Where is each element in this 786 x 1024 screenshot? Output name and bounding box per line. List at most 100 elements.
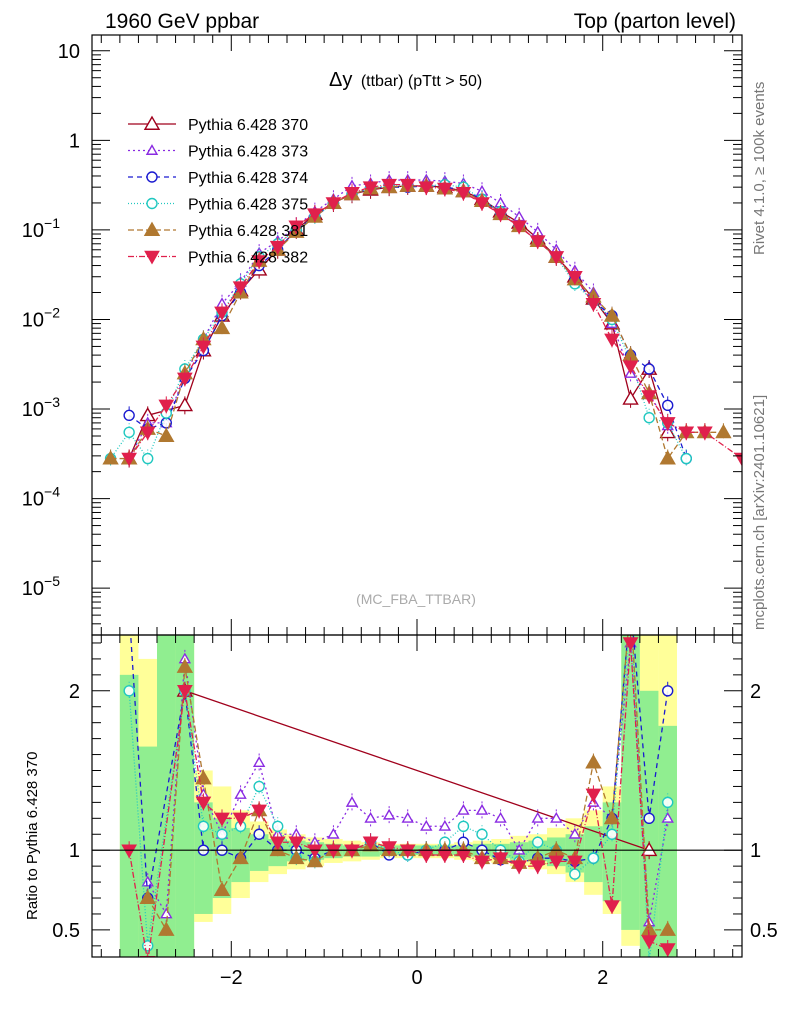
data-point-s373 [494,811,507,823]
series-s370 [120,176,676,468]
data-point-s382 [455,186,472,201]
ratio-y-tick-label-right: 1 [750,840,761,862]
mcplots-site-label: mcplots.cern.ch [arXiv:2401.10621] [751,395,768,630]
series-line-s381 [110,185,724,461]
rivet-version-label: Rivet 4.1.0, ≥ 100k events [751,82,768,255]
legend-label-s370: Pythia 6.428 370 [188,117,308,134]
analysis-watermark: (MC_FBA_TTBAR) [356,591,476,607]
legend-entry-s375: Pythia 6.428 375 [128,197,308,214]
data-point-s373 [364,811,377,823]
data-point-s382 [121,452,138,467]
legend-label-s382: Pythia 6.428 382 [188,250,308,267]
data-point-s375 [643,412,655,424]
data-point-s375 [587,852,600,864]
data-point-s381 [213,319,231,335]
data-point-s381 [102,450,119,465]
data-point-s381 [306,852,324,868]
data-point-s381 [232,849,249,865]
data-point-s382 [641,935,658,950]
band-green-bin [119,674,139,957]
data-point-s382 [195,340,212,355]
data-point-s382 [659,943,676,957]
data-point-s382 [474,855,490,870]
series-s381 [102,176,732,468]
data-point-s382 [529,235,546,250]
data-point-s382 [492,208,509,223]
band-green-bin [658,725,677,957]
data-point-s382 [121,844,138,859]
data-point-s375 [253,780,265,793]
series-line-s382 [128,184,742,460]
series-line-s370 [184,690,650,851]
y-tick-label: 10−2 [22,304,60,331]
legend-marker-s370 [143,115,161,130]
data-point-s375 [626,606,636,616]
band-green-bin [249,834,269,871]
legend-entry-s381: Pythia 6.428 381 [128,221,308,240]
data-point-s373 [327,827,340,839]
data-point-s382 [381,178,398,193]
data-point-s374 [662,399,674,412]
y-tick-label: 10−4 [22,484,60,511]
ratio-y-tick-label: 1 [69,840,80,862]
data-point-s370 [176,396,194,412]
data-point-s373 [568,827,582,839]
data-point-s382 [176,372,193,387]
data-point-s382 [251,804,268,819]
y-tick-label: 10−1 [22,215,60,242]
data-point-s382 [269,240,286,255]
data-point-s373 [531,811,544,823]
data-point-s382 [659,417,676,431]
data-point-s382 [418,181,435,196]
data-point-s381 [213,881,231,896]
plot-title: Δy (ttbar) (pTtt > 50) [329,69,482,91]
plot-title-sub: (ttbar) (pTtt > 50) [361,73,482,90]
band-green-bin [194,802,213,914]
data-point-s382 [474,197,490,211]
data-point-s381 [659,450,676,465]
data-point-s382 [251,255,268,269]
header-left-title: 1960 GeV ppbar [105,10,259,33]
data-point-s382 [511,220,528,235]
series-line-s373 [128,179,669,459]
data-point-s382 [622,637,639,651]
main-panel-series [102,171,742,468]
data-point-s382 [269,836,286,851]
data-point-s382 [399,178,416,193]
series-s375 [104,175,692,468]
data-point-s381 [603,809,621,825]
data-point-s375 [646,956,653,957]
data-point-s382 [641,390,658,404]
series-s373 [122,171,674,468]
data-point-s373 [401,811,414,823]
legend-marker-s375 [146,197,158,210]
data-point-s382 [622,360,639,375]
data-point-s374 [643,812,655,825]
data-point-s382 [548,855,565,870]
data-point-s381 [603,307,621,322]
data-point-s374 [626,598,636,608]
band-green-bin [621,635,640,930]
data-point-s382 [344,844,360,859]
axes: 10 1 10−1 10−2 10−3 10−4 10−5 2 2 1 1 0.5 0.5 −2 0 2 [22,35,778,989]
data-point-s373 [475,803,489,815]
data-point-s381 [624,596,638,608]
data-point-s373 [512,843,526,855]
legend-marker-s382 [144,250,160,265]
data-point-s382 [288,836,305,851]
ratio-y-tick-label-right: 2 [750,681,761,703]
data-point-s373 [438,819,452,831]
y-tick-label: 1 [69,130,80,152]
data-point-s370 [640,841,658,857]
data-point-s382 [585,297,602,312]
data-point-s375 [142,452,154,465]
ratio-y-tick-label-right: 0.5 [750,920,778,942]
data-point-s375 [197,820,210,832]
legend-entry-s373: Pythia 6.428 373 [128,144,308,161]
data-point-s382 [399,844,416,859]
x-tick-label: 2 [597,967,608,989]
data-point-s382 [325,844,342,859]
data-point-s374 [123,409,135,422]
data-point-s382 [214,306,230,321]
